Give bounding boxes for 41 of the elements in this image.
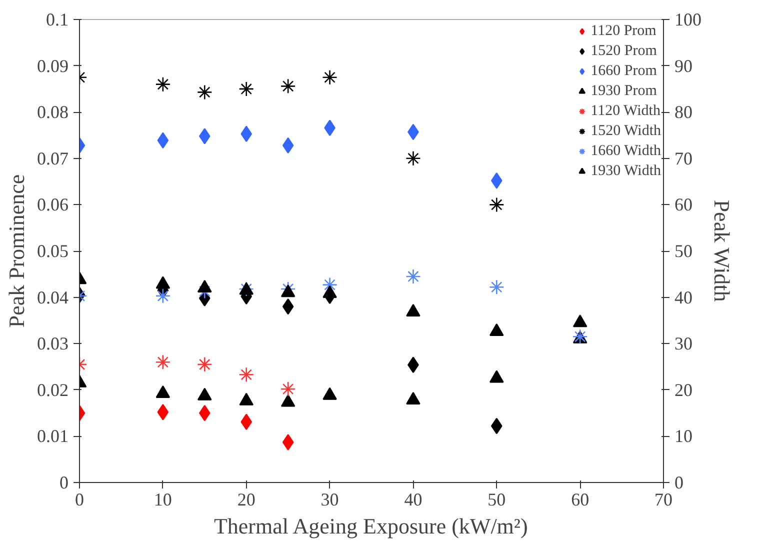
y-tick-label: 0.04 (37, 287, 68, 308)
y-tick-label: 0.06 (37, 194, 68, 215)
y-tick-label: 0.07 (37, 148, 68, 168)
legend-label: 1930 Width (590, 162, 661, 180)
y-tick-label: 0.08 (37, 102, 68, 122)
y2-tick-label: 60 (674, 194, 692, 215)
y-tick-label: 0.09 (37, 56, 68, 76)
x-tick-label: 70 (654, 490, 672, 510)
y2-tick-label: 10 (674, 426, 692, 446)
y-tick-label: 0.02 (37, 380, 68, 400)
legend-label: 1520 Width (590, 122, 661, 140)
y2-axis-title: Peak Width (710, 200, 734, 302)
legend-label: 1520 Prom (590, 42, 657, 60)
y2-tick-label: 20 (674, 380, 692, 400)
legend-label: 1120 Prom (590, 22, 656, 40)
y2-tick-label: 100 (674, 10, 702, 30)
y-tick-label: 0.1 (46, 10, 68, 30)
legend-label: 1660 Width (590, 142, 661, 160)
x-tick-label: 50 (488, 490, 506, 510)
x-tick-label: 10 (154, 490, 172, 510)
y2-tick-label: 50 (674, 241, 692, 261)
y-tick-label: 0.05 (37, 241, 68, 261)
x-tick-label: 30 (320, 490, 339, 510)
y2-tick-label: 40 (674, 287, 692, 308)
x-axis-title: Thermal Ageing Exposure (kW/m²) (214, 514, 528, 538)
y2-tick-label: 30 (674, 334, 692, 354)
legend-label: 1930 Prom (590, 82, 657, 100)
y-axis-title: Peak Prominence (4, 174, 29, 328)
legend-label: 1660 Prom (590, 62, 657, 80)
x-tick-label: 60 (571, 490, 590, 510)
legend-label: 1120 Width (590, 102, 660, 120)
y-tick-label: 0.01 (37, 426, 68, 446)
x-tick-label: 20 (237, 490, 256, 510)
x-tick-label: 40 (404, 490, 422, 510)
y2-tick-label: 80 (674, 102, 692, 122)
y-tick-label: 0 (60, 472, 68, 492)
y2-tick-label: 0 (674, 472, 684, 492)
x-tick-label: 0 (75, 490, 84, 510)
y-tick-label: 0.03 (37, 334, 68, 354)
y2-tick-label: 90 (674, 56, 692, 76)
y2-tick-label: 70 (674, 148, 692, 168)
